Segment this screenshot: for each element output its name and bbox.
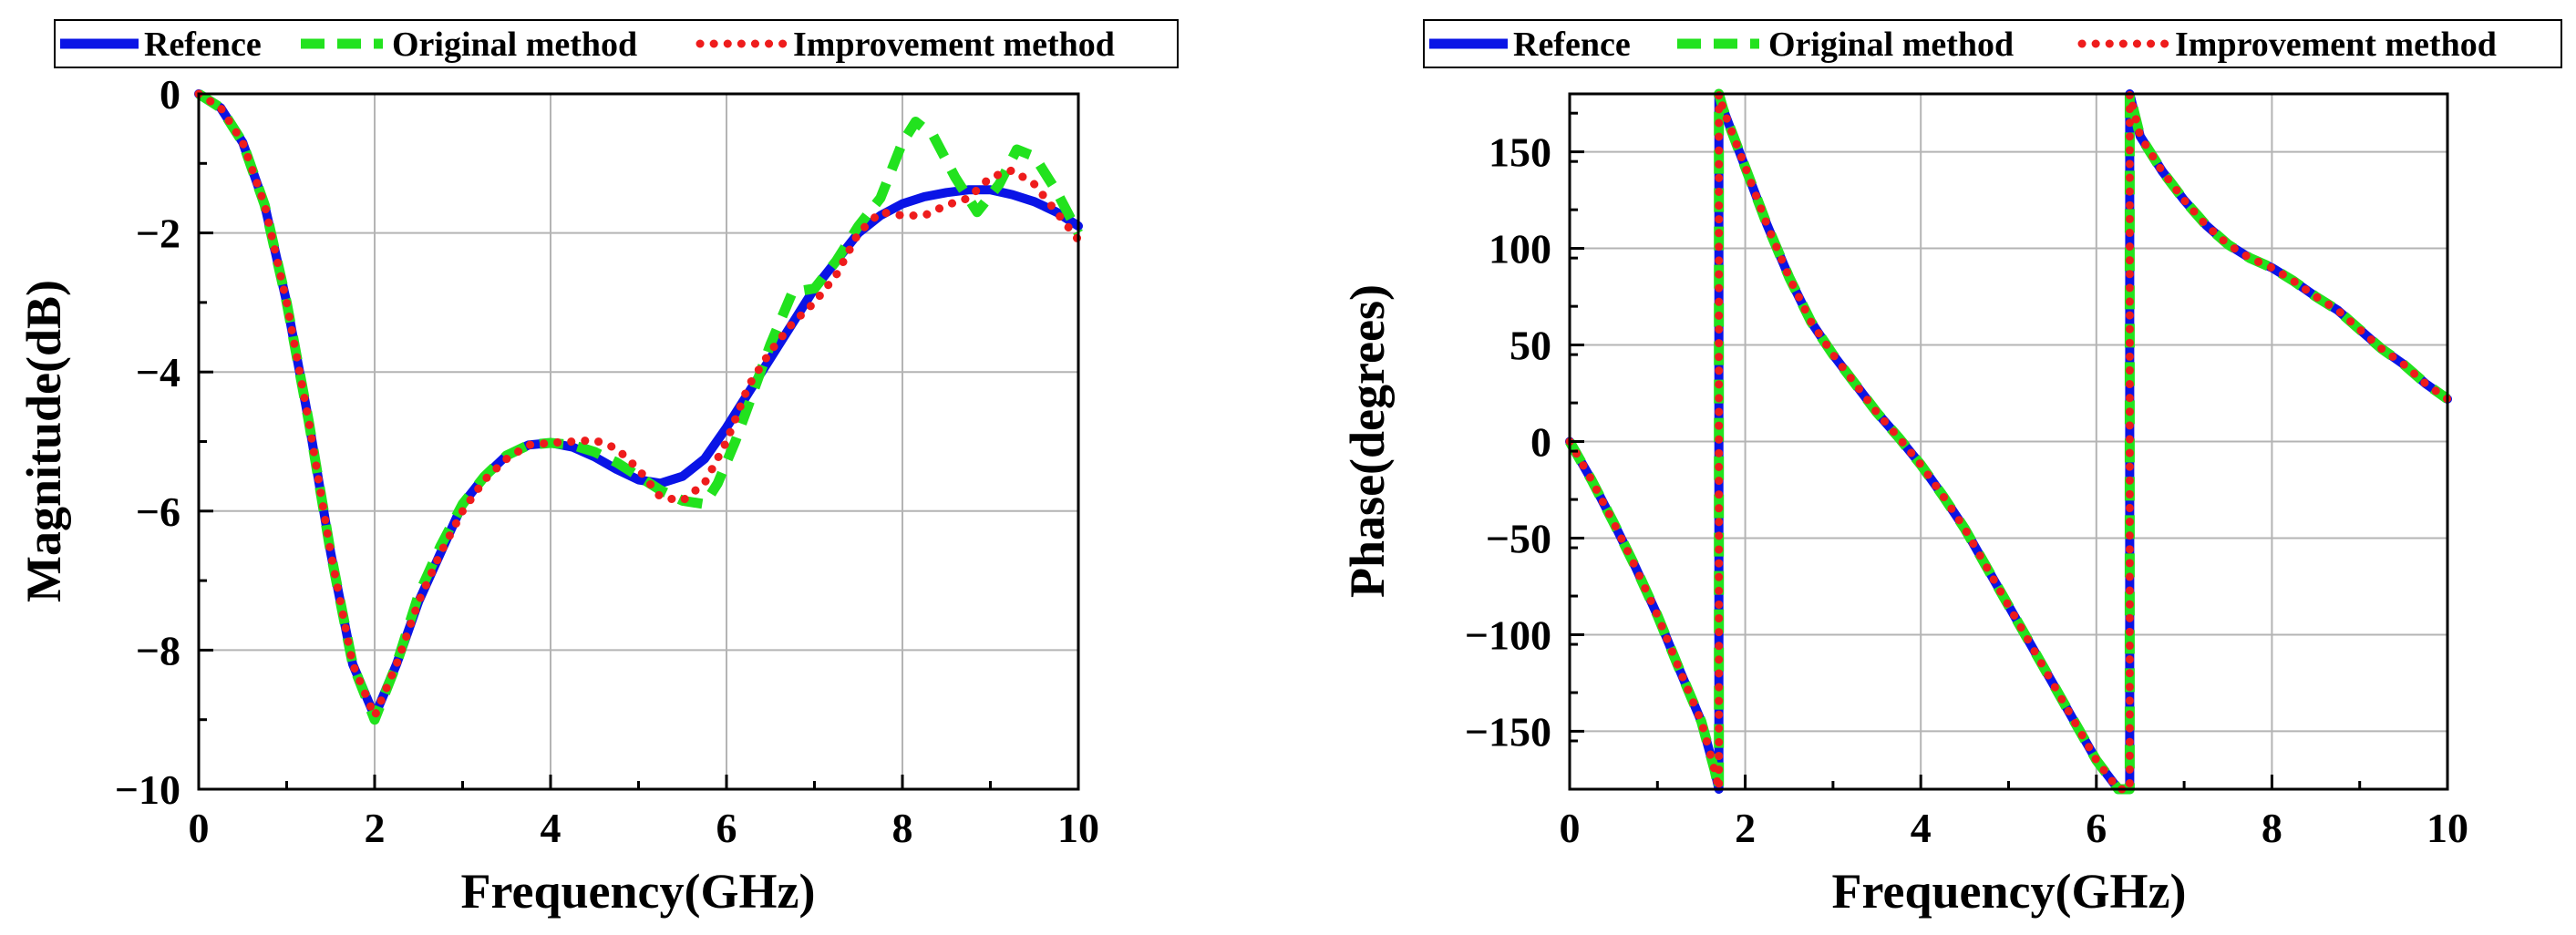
magnitude-x-tick-label-1: 2 <box>365 805 386 851</box>
magnitude-series-improvement-method <box>194 89 1083 721</box>
phase-y-tick-label-5: −100 <box>1465 611 1551 658</box>
phase-x-tick-label-2: 4 <box>1911 805 1932 851</box>
magnitude-series-original-method <box>196 89 1083 725</box>
phase-y-tick-label-0: 150 <box>1489 129 1551 176</box>
phase-y-tick-label-4: −50 <box>1486 515 1551 561</box>
magnitude-x-tick-label-5: 10 <box>1057 805 1099 851</box>
phase-y-tick-label-1: 100 <box>1489 226 1551 272</box>
phase-y-tick-label-3: 0 <box>1530 419 1551 466</box>
phase-x-tick-label-3: 6 <box>2086 805 2107 851</box>
phase-legend-box <box>1423 19 2562 68</box>
magnitude-y-tick-label-1: −2 <box>136 211 180 257</box>
phase-legend: Refence Original method Improvement meth… <box>1423 19 2562 68</box>
phase-ticks: 0 2 4 6 8 10 150 100 50 0 −50 −100 −150 <box>1465 111 2468 851</box>
phase-y-axis-label: Phase(degrees) <box>1340 284 1395 598</box>
magnitude-legend-label-original: Original method <box>392 26 637 64</box>
magnitude-chart: 0 2 4 6 8 10 0 −2 −4 −6 −8 −10 Frequency(GHz) Magni… <box>16 19 1179 919</box>
magnitude-x-axis-label: Frequency(GHz) <box>461 864 816 919</box>
magnitude-y-tick-label-2: −4 <box>136 349 180 396</box>
phase-y-tick-label-6: −150 <box>1465 708 1551 755</box>
magnitude-y-axis-label: Magnitude(dB) <box>16 280 71 602</box>
phase-x-tick-label-4: 8 <box>2262 805 2282 851</box>
magnitude-y-tick-label-0: 0 <box>160 71 180 118</box>
phase-series <box>1565 88 2452 795</box>
phase-y-tick-label-2: 50 <box>1510 323 1551 369</box>
magnitude-series-refence <box>194 89 1083 721</box>
phase-legend-label-refence: Refence <box>1513 26 1631 64</box>
magnitude-plot-frame <box>197 92 1080 791</box>
magnitude-y-tick-label-4: −8 <box>136 627 180 673</box>
magnitude-x-tick-label-0: 0 <box>189 805 210 851</box>
magnitude-y-tick-label-5: −10 <box>115 766 180 813</box>
phase-x-axis-label: Frequency(GHz) <box>1832 864 2187 919</box>
phase-legend-label-improvement: Improvement method <box>2175 26 2497 64</box>
magnitude-x-tick-label-3: 6 <box>716 805 737 851</box>
phase-x-tick-label-5: 10 <box>2427 805 2468 851</box>
magnitude-ticks: 0 2 4 6 8 10 0 −2 −4 −6 −8 −10 <box>115 71 1099 851</box>
magnitude-legend-label-improvement: Improvement method <box>793 26 1115 64</box>
magnitude-x-tick-label-2: 4 <box>541 805 562 851</box>
phase-x-tick-label-0: 0 <box>1560 805 1581 851</box>
phase-chart: 0 2 4 6 8 10 150 100 50 0 −50 −100 −150 Frequency(GH… <box>1340 19 2562 919</box>
phase-legend-label-original: Original method <box>1768 26 2014 64</box>
phase-grid <box>1570 94 2447 789</box>
magnitude-legend: Refence Original method Improvement meth… <box>54 19 1179 68</box>
magnitude-legend-box <box>54 19 1179 68</box>
magnitude-grid <box>199 94 1078 789</box>
magnitude-x-tick-label-4: 8 <box>892 805 913 851</box>
phase-x-tick-label-1: 2 <box>1735 805 1756 851</box>
phase-series-improvement-method <box>1565 89 2452 794</box>
magnitude-legend-label-refence: Refence <box>144 26 262 64</box>
magnitude-y-tick-label-3: −6 <box>136 488 180 535</box>
magnitude-series <box>194 89 1083 725</box>
